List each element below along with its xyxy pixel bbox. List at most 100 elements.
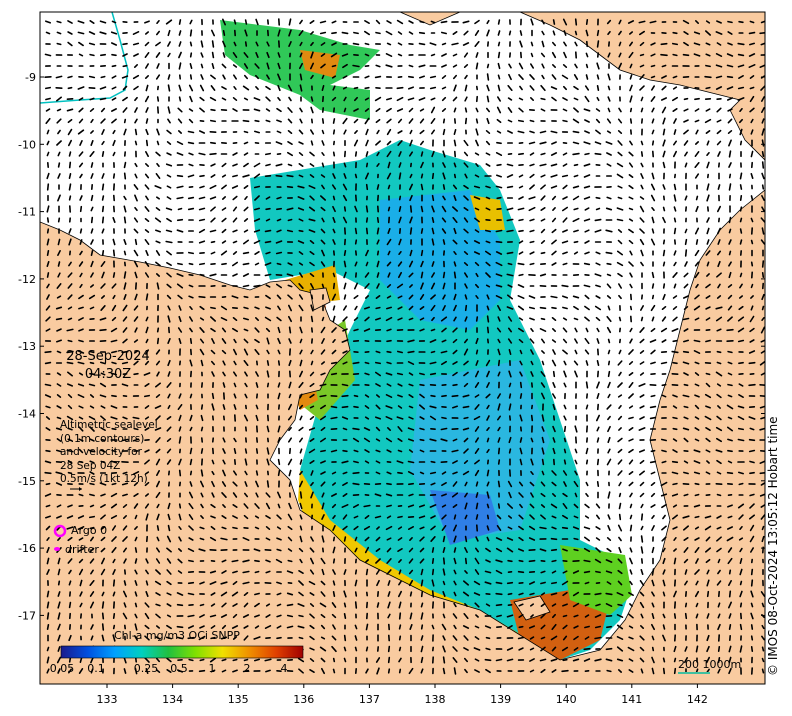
velocity-arrow-icon bbox=[716, 471, 722, 475]
velocity-arrow-icon bbox=[386, 569, 392, 575]
velocity-arrow-icon bbox=[651, 591, 655, 597]
velocity-arrow-icon bbox=[661, 536, 667, 542]
velocity-arrow-icon bbox=[552, 403, 556, 411]
velocity-arrow-icon bbox=[319, 195, 327, 201]
velocity-arrow-icon bbox=[78, 493, 84, 497]
velocity-arrow-icon bbox=[123, 580, 127, 586]
velocity-arrow-icon bbox=[145, 338, 149, 344]
velocity-arrow-icon bbox=[429, 471, 437, 475]
velocity-arrow-icon bbox=[375, 107, 381, 113]
velocity-arrow-icon bbox=[134, 194, 138, 202]
velocity-arrow-icon bbox=[530, 41, 534, 47]
velocity-arrow-icon bbox=[156, 96, 160, 102]
velocity-arrow-icon bbox=[331, 482, 337, 486]
velocity-arrow-icon bbox=[222, 40, 226, 48]
velocity-arrow-icon bbox=[717, 184, 721, 190]
velocity-arrow-icon bbox=[376, 667, 380, 675]
velocity-arrow-icon bbox=[90, 272, 94, 278]
velocity-arrow-icon bbox=[495, 152, 503, 156]
velocity-arrow-icon bbox=[353, 515, 359, 519]
velocity-arrow-icon bbox=[452, 524, 458, 532]
velocity-arrow-icon bbox=[134, 569, 138, 575]
velocity-arrow-icon bbox=[210, 217, 216, 223]
velocity-arrow-icon bbox=[629, 250, 633, 256]
velocity-arrow-icon bbox=[761, 260, 765, 268]
velocity-arrow-icon bbox=[176, 603, 184, 607]
velocity-arrow-icon bbox=[485, 196, 491, 200]
velocity-arrow-icon bbox=[749, 75, 755, 79]
velocity-arrow-icon bbox=[430, 294, 436, 300]
velocity-arrow-icon bbox=[639, 338, 645, 344]
velocity-arrow-icon bbox=[321, 184, 325, 190]
velocity-arrow-icon bbox=[607, 415, 611, 421]
velocity-arrow-icon bbox=[442, 304, 446, 312]
timestamp-label: 28-Sep-2024 04:30Z bbox=[60, 348, 156, 384]
velocity-arrow-icon bbox=[155, 491, 161, 499]
velocity-arrow-icon bbox=[398, 657, 402, 663]
velocity-arrow-icon bbox=[211, 492, 215, 498]
velocity-arrow-icon bbox=[650, 394, 656, 398]
velocity-arrow-icon bbox=[68, 634, 72, 642]
velocity-arrow-icon bbox=[495, 547, 503, 553]
velocity-arrow-icon bbox=[242, 570, 250, 574]
velocity-arrow-icon bbox=[199, 273, 205, 277]
velocity-arrow-icon bbox=[694, 294, 700, 300]
velocity-arrow-icon bbox=[343, 162, 347, 168]
velocity-arrow-icon bbox=[562, 658, 568, 662]
velocity-arrow-icon bbox=[375, 460, 381, 464]
velocity-arrow-icon bbox=[507, 526, 513, 530]
velocity-arrow-icon bbox=[529, 503, 535, 509]
velocity-arrow-icon bbox=[89, 515, 95, 519]
velocity-arrow-icon bbox=[79, 250, 83, 256]
velocity-arrow-icon bbox=[639, 459, 645, 465]
velocity-arrow-icon bbox=[716, 361, 722, 365]
velocity-arrow-icon bbox=[628, 613, 634, 619]
velocity-arrow-icon bbox=[595, 207, 601, 211]
velocity-arrow-icon bbox=[497, 338, 501, 344]
velocity-arrow-icon bbox=[178, 393, 182, 399]
velocity-arrow-icon bbox=[319, 394, 327, 398]
lon-tick-label: 136 bbox=[293, 693, 314, 706]
velocity-arrow-icon bbox=[299, 338, 303, 344]
velocity-arrow-icon bbox=[397, 471, 403, 475]
velocity-arrow-icon bbox=[639, 85, 645, 91]
velocity-arrow-icon bbox=[409, 284, 413, 288]
velocity-arrow-icon bbox=[761, 316, 765, 322]
velocity-arrow-icon bbox=[607, 73, 611, 81]
velocity-arrow-icon bbox=[694, 227, 700, 235]
velocity-arrow-icon bbox=[66, 328, 74, 332]
velocity-arrow-icon bbox=[660, 327, 668, 333]
velocity-arrow-icon bbox=[46, 140, 50, 146]
velocity-arrow-icon bbox=[627, 20, 635, 24]
velocity-arrow-icon bbox=[265, 196, 271, 200]
velocity-arrow-icon bbox=[112, 139, 116, 147]
velocity-arrow-icon bbox=[277, 436, 281, 444]
velocity-arrow-icon bbox=[298, 547, 304, 553]
velocity-arrow-icon bbox=[55, 427, 63, 431]
velocity-arrow-icon bbox=[386, 558, 392, 564]
velocity-arrow-icon bbox=[551, 96, 557, 102]
velocity-arrow-icon bbox=[607, 52, 611, 58]
velocity-arrow-icon bbox=[134, 635, 138, 641]
velocity-arrow-icon bbox=[178, 315, 182, 323]
velocity-arrow-icon bbox=[375, 438, 381, 442]
velocity-arrow-icon bbox=[640, 513, 644, 521]
velocity-arrow-icon bbox=[530, 414, 534, 422]
velocity-arrow-icon bbox=[232, 526, 238, 530]
velocity-arrow-icon bbox=[486, 117, 490, 125]
velocity-arrow-icon bbox=[726, 64, 734, 68]
velocity-arrow-icon bbox=[453, 227, 457, 235]
velocity-arrow-icon bbox=[418, 404, 426, 410]
velocity-arrow-icon bbox=[760, 85, 765, 91]
velocity-arrow-icon bbox=[506, 218, 514, 222]
velocity-arrow-icon bbox=[518, 592, 524, 596]
velocity-arrow-icon bbox=[562, 229, 568, 233]
velocity-arrow-icon bbox=[672, 271, 678, 279]
velocity-arrow-icon bbox=[551, 559, 557, 563]
velocity-arrow-icon bbox=[673, 613, 677, 619]
velocity-arrow-icon bbox=[440, 427, 448, 431]
velocity-arrow-icon bbox=[156, 547, 160, 553]
velocity-arrow-icon bbox=[90, 216, 94, 224]
velocity-arrow-icon bbox=[409, 249, 413, 257]
velocity-arrow-icon bbox=[408, 317, 414, 321]
